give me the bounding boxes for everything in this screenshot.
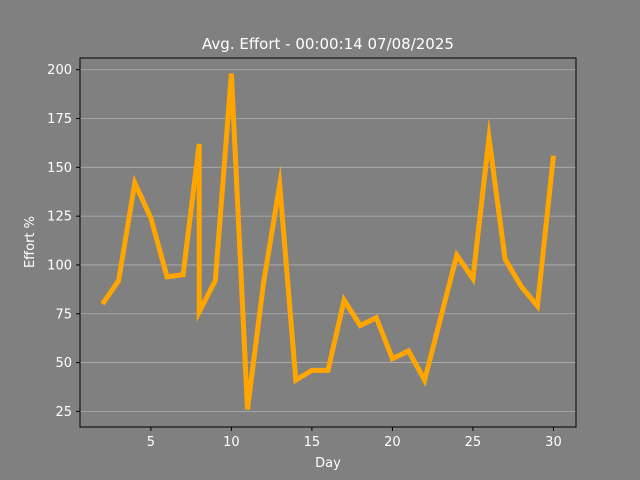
y-tick-label: 50: [55, 356, 72, 371]
y-tick-label: 175: [47, 112, 72, 127]
x-tick-label: 20: [384, 435, 401, 450]
y-tick-label: 75: [55, 307, 72, 322]
x-tick-label: 15: [304, 435, 321, 450]
x-tick-label: 25: [465, 435, 482, 450]
x-axis-ticks: 5 10 15 20 25 30: [147, 427, 562, 450]
y-tick-label: 200: [47, 63, 72, 78]
effort-series-line: [100, 73, 556, 410]
y-tick-label: 125: [47, 210, 72, 225]
y-axis-ticks: 25 50 75 100 125 150 175 200: [47, 63, 80, 420]
x-tick-label: 30: [545, 435, 562, 450]
y-axis-label: Effort %: [23, 216, 38, 268]
x-tick-label: 5: [147, 435, 155, 450]
plot-frame: [79, 57, 577, 428]
y-tick-label: 25: [55, 405, 72, 420]
x-tick-label: 10: [223, 435, 240, 450]
chart-title: Avg. Effort - 00:00:14 07/08/2025: [202, 35, 454, 53]
series-layer: [100, 73, 556, 410]
y-tick-label: 100: [47, 258, 72, 273]
x-axis-label: Day: [315, 456, 341, 471]
y-tick-label: 150: [47, 161, 72, 176]
